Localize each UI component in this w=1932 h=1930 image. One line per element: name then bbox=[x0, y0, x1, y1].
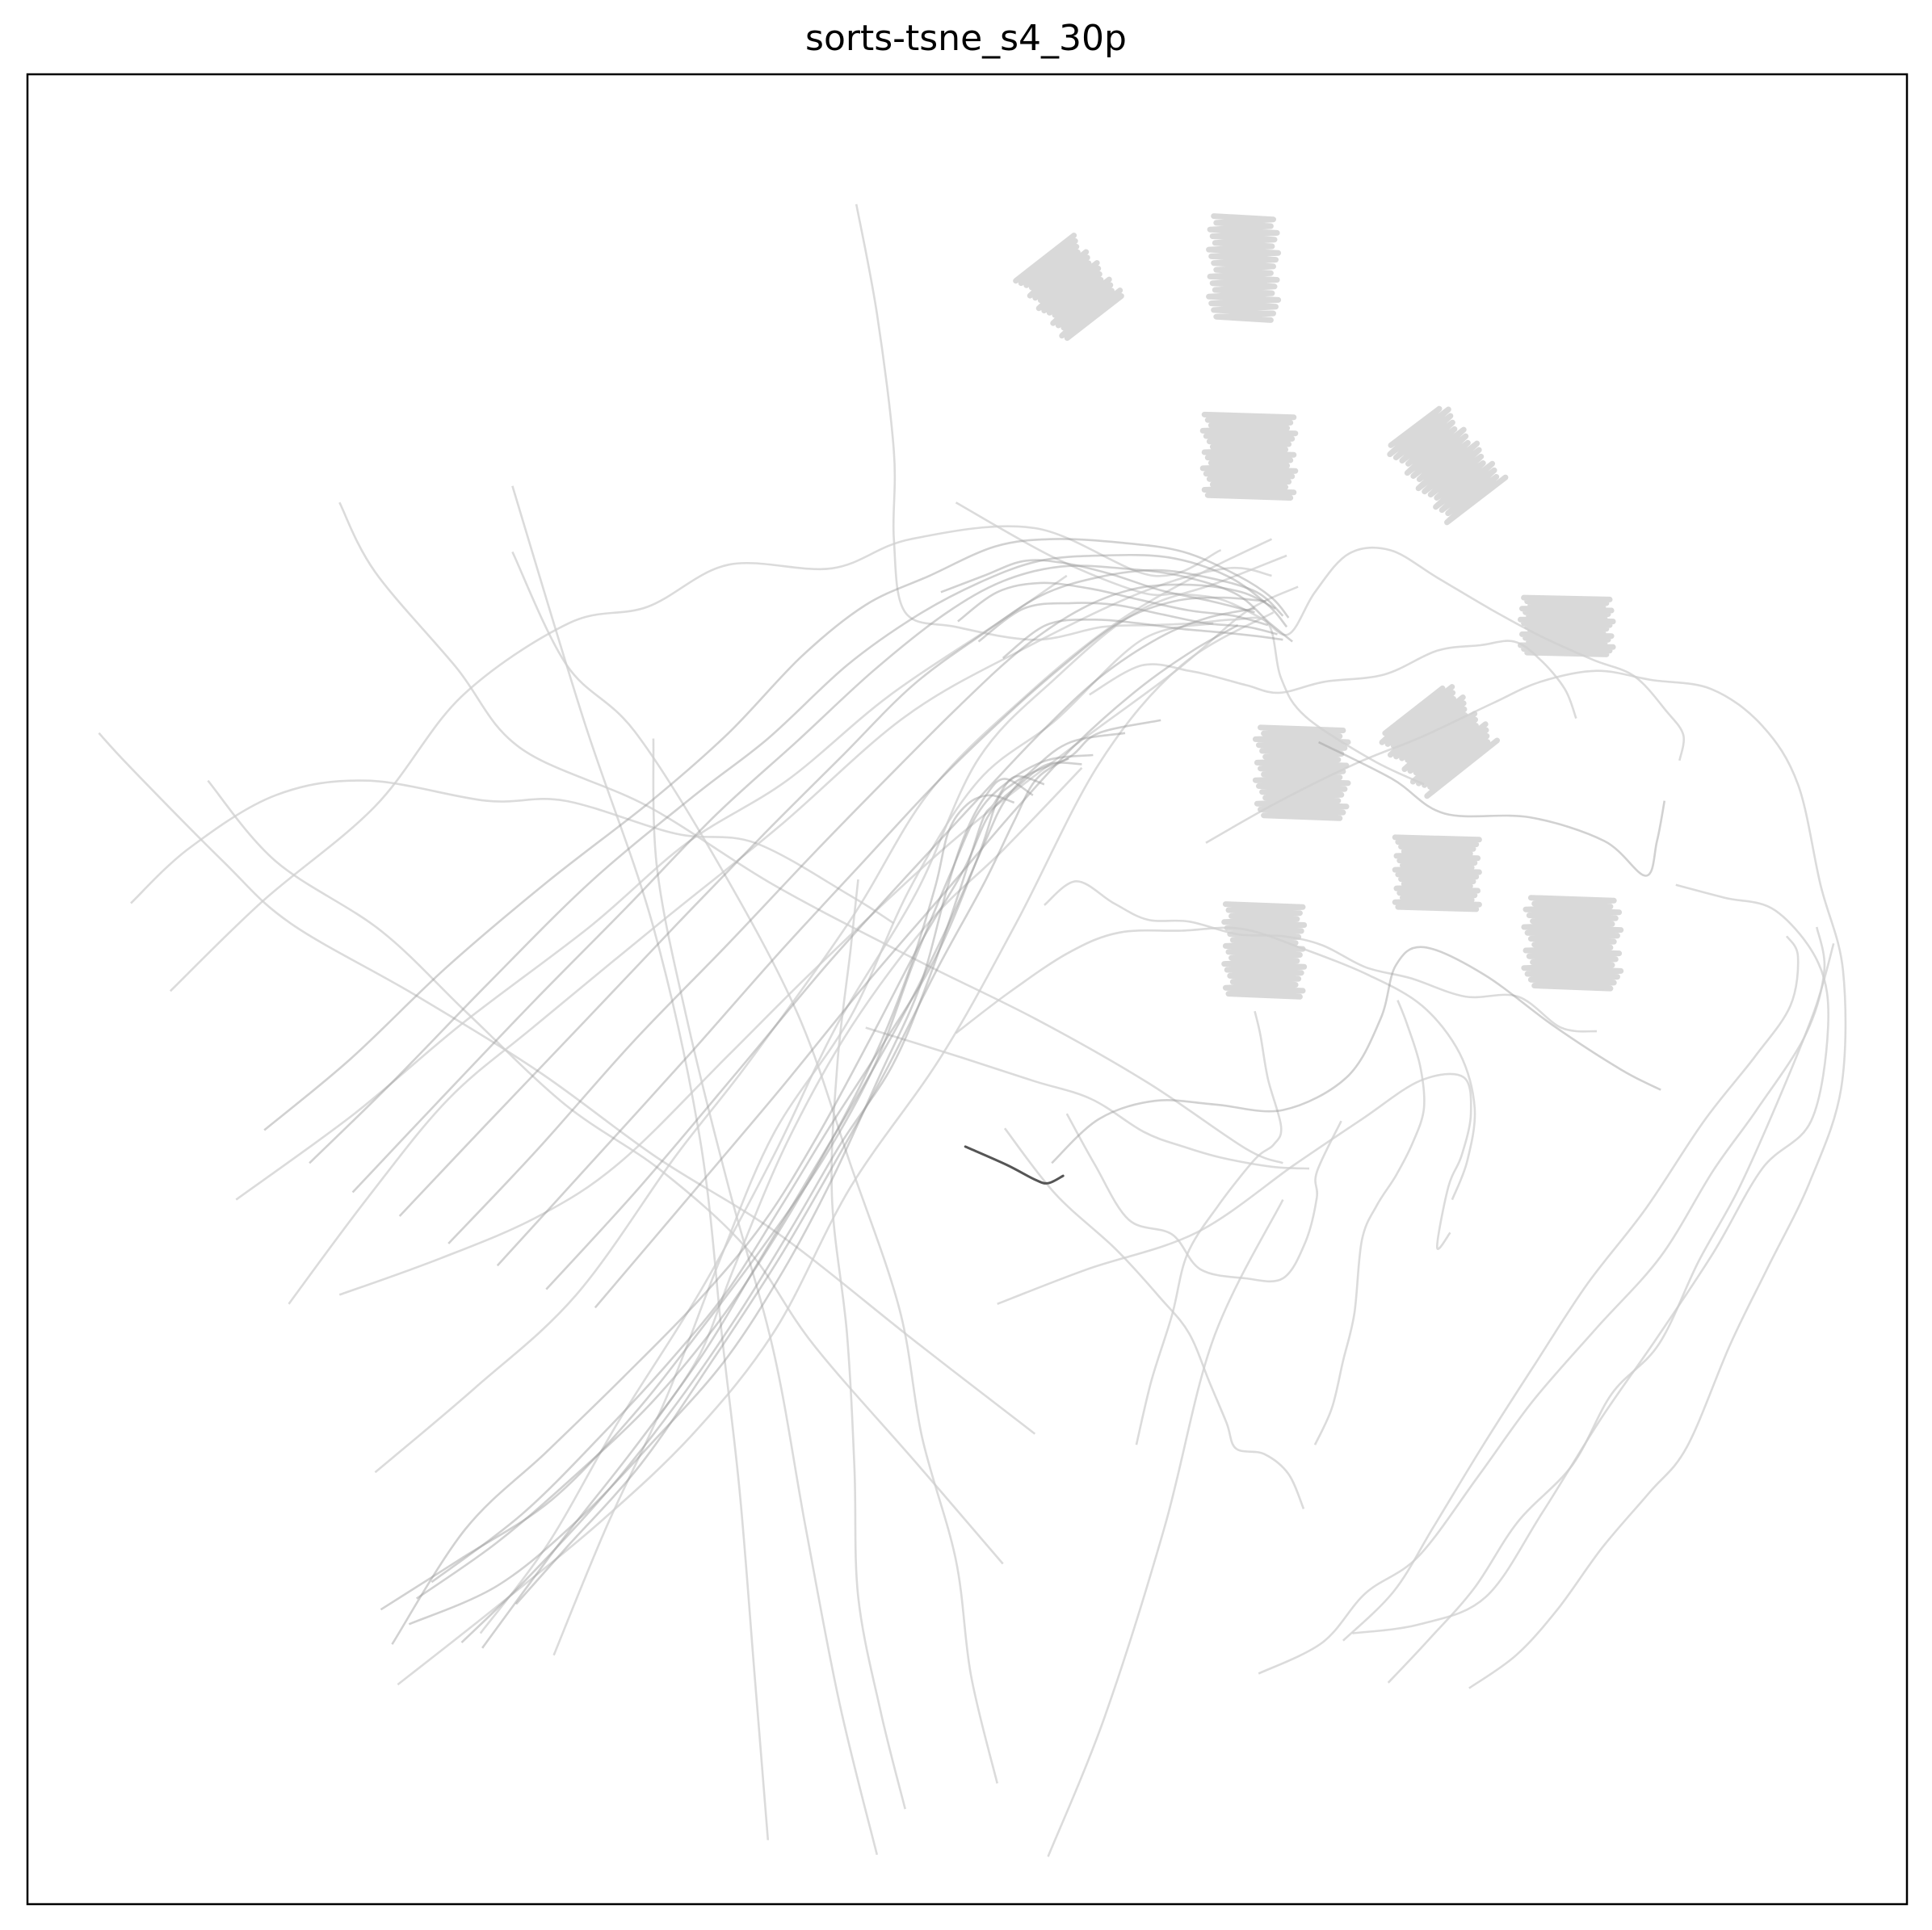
trajectory-line bbox=[511, 485, 770, 1840]
trajectory-line bbox=[997, 1072, 1472, 1306]
cluster-blob bbox=[1252, 724, 1351, 821]
cluster-blob bbox=[1379, 684, 1500, 799]
trajectory-line-bundle bbox=[351, 564, 1293, 1194]
highlighted-trajectory bbox=[964, 1145, 1065, 1185]
cluster-blob-scribble bbox=[1199, 411, 1299, 501]
trajectory-line bbox=[1065, 1113, 1342, 1283]
trajectory-line bbox=[1047, 1199, 1284, 1857]
trajectory-line-bundle bbox=[545, 607, 1255, 1290]
trajectory-line bbox=[865, 1026, 1310, 1170]
trajectory-line bbox=[552, 622, 1214, 1656]
trajectory-line bbox=[855, 203, 1425, 786]
cluster-blob bbox=[1206, 213, 1282, 323]
trajectory-line bbox=[338, 501, 1283, 1164]
cluster-blob bbox=[1221, 901, 1308, 1000]
cluster-blob bbox=[1392, 834, 1482, 913]
chart-title: sorts-tsne_s4_30p bbox=[805, 18, 1127, 59]
trajectory-line bbox=[397, 611, 1275, 1686]
cluster-blob-scribble bbox=[1221, 901, 1308, 1000]
trajectory-line bbox=[130, 779, 895, 925]
trajectory-line bbox=[652, 738, 879, 1856]
cluster-blob-scribble bbox=[1387, 405, 1509, 526]
trajectory-line-bundle bbox=[594, 623, 1239, 1309]
trajectory-line-bundle bbox=[481, 732, 1126, 1649]
cluster-blob-scribble bbox=[1392, 834, 1482, 913]
plot-frame bbox=[26, 73, 1909, 1906]
trajectory-line bbox=[207, 779, 1004, 1565]
cluster-blob-scribble bbox=[1521, 895, 1624, 992]
trajectory-line bbox=[1135, 1010, 1283, 1445]
trajectory-line bbox=[169, 525, 1222, 992]
trajectory-line-bundle bbox=[447, 583, 1276, 1244]
trajectory-line bbox=[479, 554, 1287, 1634]
trajectory-line-bundle bbox=[415, 794, 1015, 1600]
cluster-blobs bbox=[1013, 213, 1624, 1000]
trajectory-line bbox=[1089, 640, 1577, 720]
trajectory-line-bundle bbox=[515, 719, 1161, 1605]
trajectory-line-bundle bbox=[430, 757, 1069, 1584]
trajectory-line bbox=[1313, 1000, 1426, 1445]
trajectory-bundle bbox=[263, 538, 1666, 1649]
trajectory-line-bundle bbox=[380, 753, 1094, 1611]
cluster-blob bbox=[1521, 895, 1624, 992]
cluster-blob-scribble bbox=[1379, 684, 1500, 799]
cluster-blob-scribble bbox=[1518, 594, 1616, 657]
trajectory-line bbox=[830, 879, 906, 1810]
trajectory-line bbox=[511, 551, 998, 1784]
trajectory-line-bundle bbox=[391, 762, 1082, 1645]
highlighted-trajectory-line bbox=[964, 1145, 1065, 1185]
trajectory-line bbox=[1044, 879, 1598, 1033]
cluster-blob bbox=[1013, 233, 1124, 342]
trajectory-line-bundle bbox=[977, 602, 1278, 643]
trajectory-line-bundle bbox=[309, 553, 1288, 1164]
cluster-blob bbox=[1387, 405, 1509, 526]
cluster-blob-scribble bbox=[1206, 213, 1282, 323]
cluster-blob bbox=[1518, 594, 1616, 657]
trajectory-line-bundle bbox=[1318, 741, 1666, 877]
trajectory-line-bundle bbox=[263, 538, 1290, 1131]
trajectory-line-bundle bbox=[460, 774, 1045, 1643]
trajectory-line bbox=[1003, 1127, 1305, 1510]
trajectory-line-bundle bbox=[398, 569, 1284, 1217]
trajectory-line-bundle bbox=[957, 581, 1269, 627]
trajectory-line bbox=[1258, 926, 1826, 1675]
cluster-blob-scribble bbox=[1252, 724, 1351, 821]
trajectory-line bbox=[374, 538, 1273, 1474]
trajectory-line bbox=[288, 566, 1272, 1305]
trajectory-line bbox=[1387, 942, 1835, 1684]
trajectory-line bbox=[98, 732, 1036, 1435]
trajectory-line bbox=[1205, 669, 1847, 1689]
trajectory-line bbox=[1342, 935, 1800, 1642]
trajectory-line-bundle bbox=[408, 778, 1034, 1626]
trajectory-line bbox=[235, 574, 1068, 1201]
trajectory-line-bundle bbox=[1051, 946, 1661, 1164]
trajectory-line bbox=[955, 926, 1476, 1201]
trajectory-line-bundle bbox=[1002, 618, 1283, 659]
trajectory-curves bbox=[98, 203, 1847, 1857]
cluster-blob bbox=[1199, 411, 1299, 501]
trajectory-line bbox=[656, 766, 1083, 1420]
cluster-blob-scribble bbox=[1013, 233, 1124, 342]
trajectory-line-bundle bbox=[940, 559, 1255, 614]
trajectory-line-bundle bbox=[496, 596, 1266, 1267]
trajectory-line bbox=[1352, 883, 1830, 1634]
